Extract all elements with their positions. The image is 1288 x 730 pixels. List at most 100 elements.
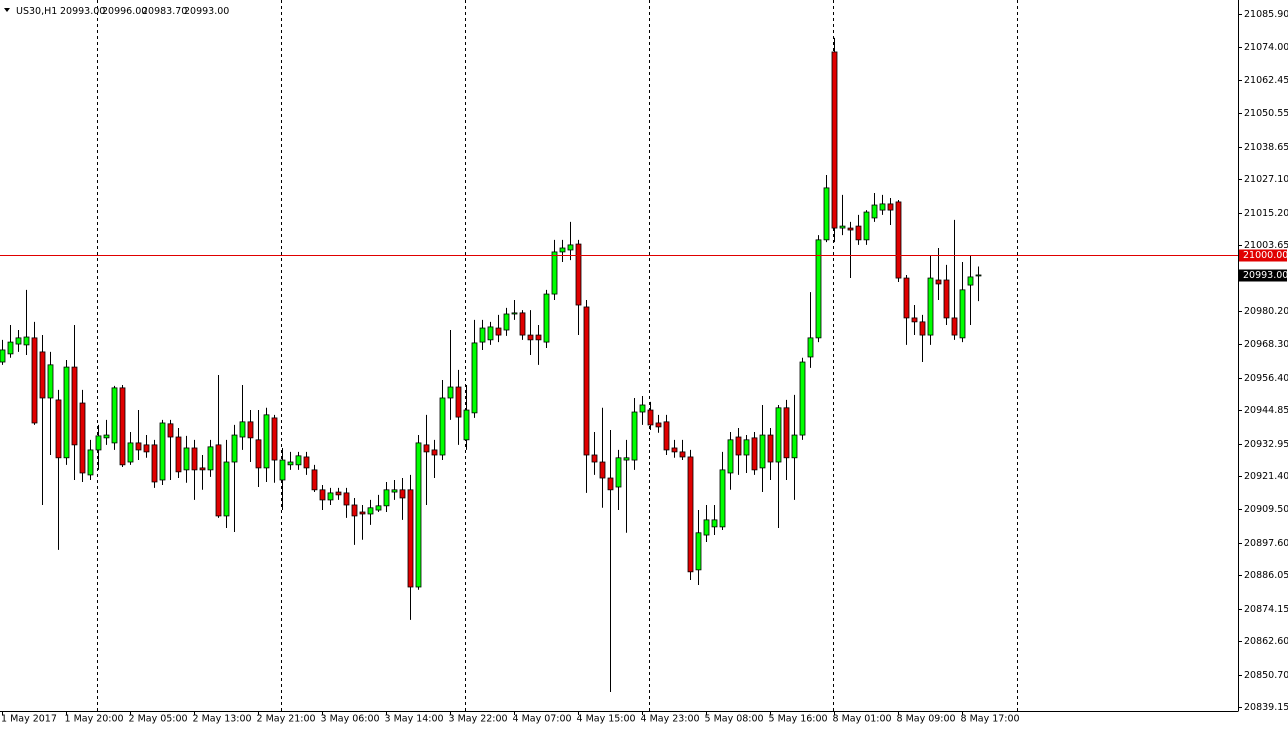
candle-body bbox=[455, 386, 462, 418]
y-tick-label: 20956.40 bbox=[1244, 373, 1288, 384]
candle-body bbox=[415, 442, 422, 588]
candle-body bbox=[71, 366, 78, 446]
candle-body bbox=[7, 341, 14, 355]
y-tick-label: 21050.55 bbox=[1244, 108, 1288, 119]
y-tick-label: 20968.30 bbox=[1244, 339, 1288, 350]
candle-body bbox=[279, 459, 286, 481]
y-tick-label: 21027.10 bbox=[1244, 174, 1288, 185]
x-tick-label: 4 May 15:00 bbox=[577, 714, 636, 725]
candle-body bbox=[687, 456, 694, 573]
candle-body bbox=[607, 477, 614, 491]
candle-body bbox=[943, 279, 950, 319]
candle-body bbox=[111, 387, 118, 444]
candle-body bbox=[367, 507, 374, 515]
last-price-box bbox=[1239, 269, 1287, 282]
candle-body bbox=[511, 312, 518, 315]
candle-body bbox=[895, 201, 902, 279]
candle-body bbox=[711, 519, 718, 528]
y-tick-label: 20874.15 bbox=[1244, 604, 1288, 615]
candle-body bbox=[399, 489, 406, 499]
candle-body bbox=[759, 434, 766, 469]
candle-body bbox=[303, 456, 310, 469]
y-tick-label: 21074.00 bbox=[1244, 42, 1288, 53]
candle-body bbox=[823, 187, 830, 241]
candle-body bbox=[183, 447, 190, 471]
candle-body bbox=[879, 203, 886, 211]
y-tick-label: 20839.15 bbox=[1244, 702, 1288, 713]
candle-body bbox=[239, 421, 246, 438]
candle-body bbox=[599, 461, 606, 479]
candle-body bbox=[647, 409, 654, 426]
candle-body bbox=[871, 204, 878, 219]
candle-body bbox=[783, 407, 790, 459]
candle-body bbox=[967, 276, 974, 286]
candle-body bbox=[911, 317, 918, 323]
y-tick-label: 20897.60 bbox=[1244, 538, 1288, 549]
y-tick-label: 21085.90 bbox=[1244, 9, 1288, 20]
candle-body bbox=[807, 337, 814, 358]
y-tick-label: 21062.45 bbox=[1244, 75, 1288, 86]
price-line-label-box bbox=[1239, 249, 1287, 262]
candle-body bbox=[319, 489, 326, 501]
candle-body bbox=[215, 444, 222, 517]
candle-body bbox=[623, 457, 630, 461]
candle-body bbox=[15, 337, 22, 345]
y-tick-label: 21003.65 bbox=[1244, 240, 1288, 251]
candle-body bbox=[791, 434, 798, 459]
candle-body bbox=[167, 423, 174, 438]
candle-body bbox=[447, 386, 454, 399]
candle-body bbox=[959, 289, 966, 339]
candle-body bbox=[0, 349, 6, 363]
candle-body bbox=[847, 227, 854, 231]
candle-body bbox=[935, 279, 942, 285]
candle-body bbox=[471, 342, 478, 414]
y-tick-label: 20980.20 bbox=[1244, 306, 1288, 317]
candle-body bbox=[775, 407, 782, 463]
y-tick-label: 20932.95 bbox=[1244, 439, 1288, 450]
candle-body bbox=[223, 461, 230, 517]
candle-body bbox=[207, 446, 214, 471]
candle-body bbox=[679, 451, 686, 458]
candle-body bbox=[295, 455, 302, 466]
candle-body bbox=[199, 467, 206, 471]
x-tick-label: 8 May 01:00 bbox=[833, 714, 892, 725]
period-separators bbox=[97, 0, 1018, 711]
menu-arrow[interactable] bbox=[4, 8, 10, 12]
candle-body bbox=[815, 239, 822, 339]
candle-body bbox=[855, 225, 862, 241]
candle-body bbox=[63, 366, 70, 459]
candle-body bbox=[671, 447, 678, 453]
candle-body bbox=[423, 444, 430, 453]
candle-body bbox=[719, 469, 726, 528]
candle-body bbox=[727, 439, 734, 474]
candle-body bbox=[231, 434, 238, 463]
candle-body bbox=[799, 361, 806, 436]
candle-body bbox=[887, 203, 894, 211]
candle-body bbox=[703, 519, 710, 536]
candle-body bbox=[391, 489, 398, 493]
candle-body bbox=[55, 399, 62, 459]
candle-body bbox=[575, 243, 582, 306]
candle-body bbox=[927, 277, 934, 336]
y-tick-label: 20862.60 bbox=[1244, 636, 1288, 647]
x-tick-label: 1 May 20:00 bbox=[65, 714, 124, 725]
candle-body bbox=[975, 274, 982, 277]
candle-body bbox=[87, 449, 94, 476]
x-tick-label: 4 May 07:00 bbox=[513, 714, 572, 725]
candle-body bbox=[263, 414, 270, 469]
candle-body bbox=[559, 247, 566, 253]
candle-body bbox=[287, 461, 294, 466]
candle-body bbox=[351, 504, 358, 517]
y-tick-label: 20921.40 bbox=[1244, 471, 1288, 482]
x-tick-label: 8 May 17:00 bbox=[961, 714, 1020, 725]
header-open: 20993.00 bbox=[60, 6, 105, 17]
candle-body bbox=[751, 437, 758, 471]
candle-body bbox=[567, 244, 574, 251]
candle-body bbox=[463, 409, 470, 441]
candle-body bbox=[39, 351, 46, 399]
y-tick-label: 21038.65 bbox=[1244, 142, 1288, 153]
x-tick-label: 2 May 05:00 bbox=[129, 714, 188, 725]
candle-body bbox=[431, 449, 438, 456]
candle-body bbox=[135, 442, 142, 451]
